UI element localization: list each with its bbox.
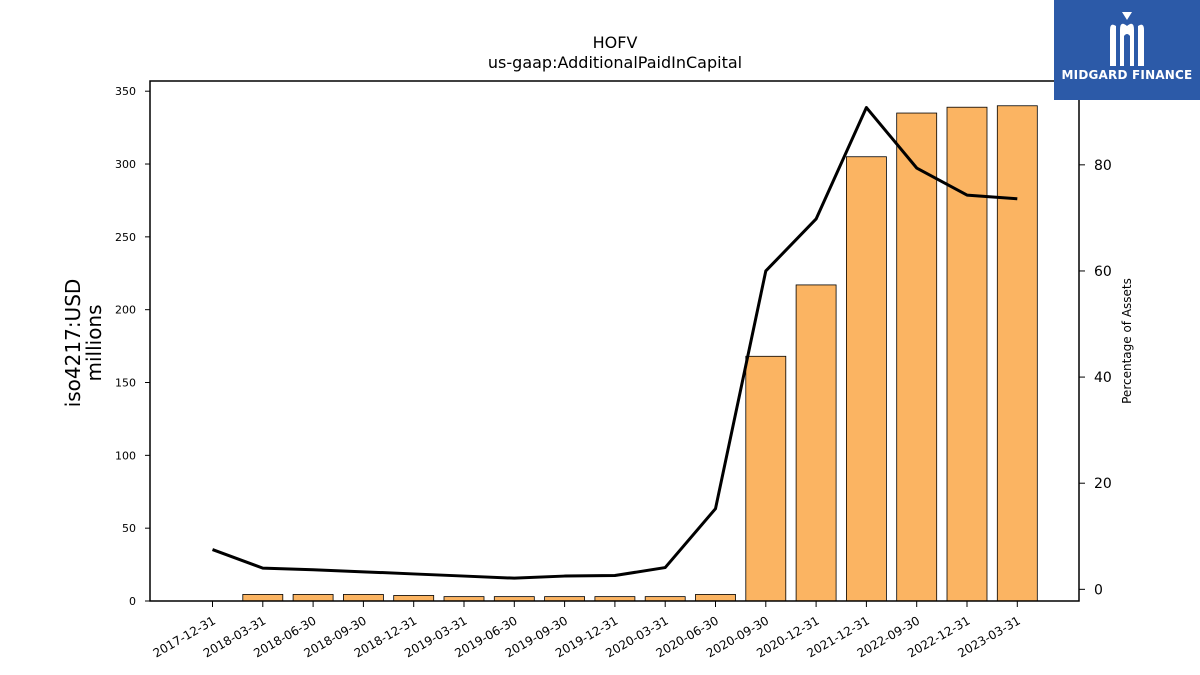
- bar-2018-06-30: [292, 594, 334, 602]
- bar-2021-12-31: [846, 156, 887, 602]
- midgard-m-icon: [1110, 12, 1144, 67]
- y-axis-label-line: millions: [82, 304, 106, 381]
- bar-2020-09-30: [745, 355, 787, 602]
- plot-frame: [149, 80, 1080, 602]
- y2-tick-label: 20: [1094, 476, 1112, 492]
- bar-2022-09-30: [896, 112, 938, 602]
- y-axis-label: iso4217:USDmillions: [61, 279, 106, 408]
- y2-tick-label: 40: [1094, 370, 1112, 386]
- bar-2018-03-31: [242, 594, 284, 602]
- y-tick-label: 50: [122, 522, 136, 535]
- bar-2020-12-31: [795, 284, 837, 602]
- y-tick-label: 150: [115, 377, 136, 390]
- y2-tick-label: 60: [1094, 264, 1112, 280]
- bar-2022-12-31: [946, 106, 988, 602]
- bar-2018-12-31: [393, 595, 435, 602]
- bar-2018-09-30: [342, 594, 384, 602]
- y2-tick-label: 80: [1094, 158, 1112, 174]
- logo-badge: MIDGARD FINANCE: [1054, 0, 1200, 100]
- y-tick-label: 300: [115, 158, 136, 171]
- chart-subtitle: us-gaap:AdditionalPaidInCapital: [488, 53, 742, 72]
- logo-text: MIDGARD FINANCE: [1061, 68, 1193, 82]
- y-tick-label: 350: [115, 85, 136, 98]
- y2-tick-label: 0: [1094, 582, 1103, 598]
- chart-title: HOFV: [593, 33, 638, 52]
- y-axis-label-line: iso4217:USD: [61, 279, 85, 408]
- y-tick-label: 200: [115, 304, 136, 317]
- bar-2020-06-30: [695, 594, 736, 602]
- y-tick-label: 0: [129, 595, 136, 608]
- y-tick-label: 100: [115, 449, 136, 462]
- y-tick-label: 250: [115, 231, 136, 244]
- percentage-line: [211, 106, 1018, 580]
- bar-2023-03-31: [996, 105, 1038, 602]
- y2-axis-label: Percentage of Assets: [1120, 278, 1134, 404]
